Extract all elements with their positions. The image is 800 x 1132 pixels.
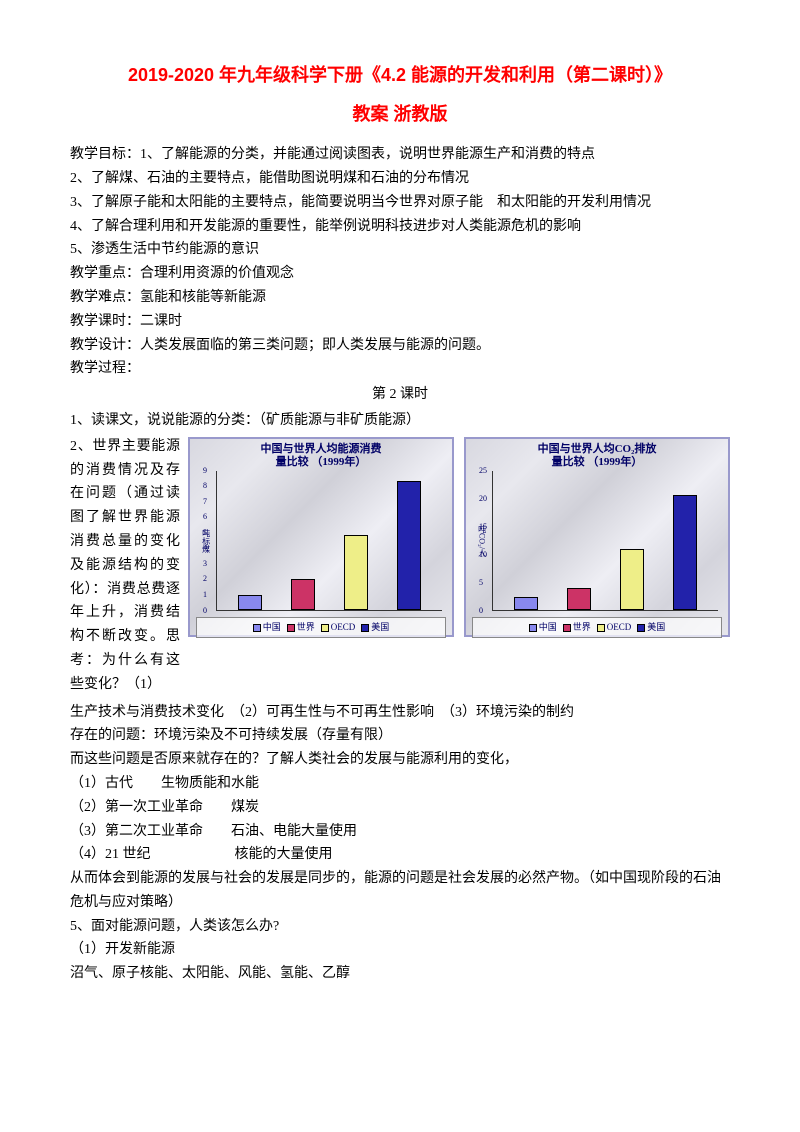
classify-line: 1、读课文，说说能源的分类：（矿质能源与非矿质能源） xyxy=(70,409,730,433)
legend-label: 中国 xyxy=(539,620,557,635)
bar-OECD xyxy=(620,549,644,611)
ytick: 15 xyxy=(479,519,487,533)
para-line: 2、了解煤、石油的主要特点，能借助图说明煤和石油的分布情况 xyxy=(70,167,730,191)
para-line: 教学目标：1、了解能源的分类，并能通过阅读图表，说明世界能源生产和消费的特点 xyxy=(70,143,730,167)
title-line-1: 2019-2020 年九年级科学下册《4.2 能源的开发和利用（第二课时）》 xyxy=(70,60,730,91)
legend-label: 美国 xyxy=(371,620,389,635)
legend-item: 世界 xyxy=(563,620,591,635)
chart2-legend: 中国 世界 OECD 美国 xyxy=(472,617,722,638)
text-charts-row: 2、世界主要能源的消费情况及存在问题（通过读图了解世界能源消费总量的变化及能源结… xyxy=(70,435,730,697)
legend-swatch xyxy=(597,624,605,632)
legend-item: OECD xyxy=(321,620,356,635)
ytick: 0 xyxy=(479,603,483,617)
legend-item: 美国 xyxy=(361,620,389,635)
charts-container: 中国与世界人均能源消费量比较 （1999年） 吨标煤 0123456789 中国… xyxy=(188,435,730,637)
bar-中国 xyxy=(514,597,538,610)
ytick: 20 xyxy=(479,491,487,505)
legend-label: 世界 xyxy=(573,620,591,635)
para-line: 教学课时：二课时 xyxy=(70,310,730,334)
chart2-title: 中国与世界人均CO₂排放量比较 （1999年） xyxy=(472,443,722,469)
body-paragraphs: 生产技术与消费技术变化 （2）可再生性与不可再生性影响 （3）环境污染的制约存在… xyxy=(70,701,730,987)
para-line: 沼气、原子核能、太阳能、风能、氢能、乙醇 xyxy=(70,962,730,986)
intro-paragraphs: 教学目标：1、了解能源的分类，并能通过阅读图表，说明世界能源生产和消费的特点2、… xyxy=(70,143,730,381)
para-line: （2）第一次工业革命 煤炭 xyxy=(70,796,730,820)
bar-世界 xyxy=(291,579,315,610)
para-line: 教学设计：人类发展面临的第三类问题；即人类发展与能源的问题。 xyxy=(70,334,730,358)
para-line: 5、渗透生活中节约能源的意识 xyxy=(70,238,730,262)
ytick: 9 xyxy=(203,463,207,477)
legend-swatch xyxy=(253,624,261,632)
legend-label: 中国 xyxy=(263,620,281,635)
ytick: 8 xyxy=(203,479,207,493)
bar-OECD xyxy=(344,535,368,610)
legend-label: 美国 xyxy=(647,620,665,635)
para-line: （1）古代 生物质能和水能 xyxy=(70,772,730,796)
ytick: 10 xyxy=(479,547,487,561)
lesson-header: 第 2 课时 xyxy=(70,383,730,407)
legend-swatch xyxy=(563,624,571,632)
legend-item: 中国 xyxy=(529,620,557,635)
para-line: 存在的问题：环境污染及不可持续发展（存量有限） xyxy=(70,724,730,748)
legend-label: OECD xyxy=(331,620,356,635)
para-line: （4）21 世纪 核能的大量使用 xyxy=(70,843,730,867)
ytick: 5 xyxy=(479,575,483,589)
ytick: 3 xyxy=(203,557,207,571)
bar-世界 xyxy=(567,588,591,610)
para-line: 而这些问题是否原来就存在的？了解人类社会的发展与能源利用的变化， xyxy=(70,748,730,772)
title-line-2: 教案 浙教版 xyxy=(70,99,730,130)
ytick: 6 xyxy=(203,510,207,524)
chart2-plot: 吨CO₂/人 0510152025 xyxy=(492,471,718,611)
chart1-title: 中国与世界人均能源消费量比较 （1999年） xyxy=(196,443,446,469)
ytick: 7 xyxy=(203,494,207,508)
para-line: 教学过程： xyxy=(70,357,730,381)
legend-swatch xyxy=(321,624,329,632)
para-line: （1）开发新能源 xyxy=(70,938,730,962)
legend-swatch xyxy=(529,624,537,632)
legend-item: 美国 xyxy=(637,620,665,635)
para-line: 4、了解合理利用和开发能源的重要性，能举例说明科技进步对人类能源危机的影响 xyxy=(70,215,730,239)
para-line: 5、面对能源问题，人类该怎么办? xyxy=(70,915,730,939)
para-line: （3）第二次工业革命 石油、电能大量使用 xyxy=(70,820,730,844)
ytick: 2 xyxy=(203,572,207,586)
ytick: 1 xyxy=(203,588,207,602)
bar-中国 xyxy=(238,595,262,611)
para-line: 生产技术与消费技术变化 （2）可再生性与不可再生性影响 （3）环境污染的制约 xyxy=(70,701,730,725)
legend-item: 中国 xyxy=(253,620,281,635)
legend-swatch xyxy=(287,624,295,632)
legend-item: OECD xyxy=(597,620,632,635)
legend-label: OECD xyxy=(607,620,632,635)
para-line: 从而体会到能源的发展与社会的发展是同步的，能源的问题是社会发展的必然产物。（如中… xyxy=(70,867,730,915)
legend-swatch xyxy=(637,624,645,632)
para-line: 教学难点：氢能和核能等新能源 xyxy=(70,286,730,310)
bar-美国 xyxy=(397,481,421,610)
chart-energy-consumption: 中国与世界人均能源消费量比较 （1999年） 吨标煤 0123456789 中国… xyxy=(188,437,454,637)
chart-co2-emission: 中国与世界人均CO₂排放量比较 （1999年） 吨CO₂/人 051015202… xyxy=(464,437,730,637)
legend-item: 世界 xyxy=(287,620,315,635)
chart1-plot: 吨标煤 0123456789 xyxy=(216,471,442,611)
ytick: 25 xyxy=(479,463,487,477)
ytick: 4 xyxy=(203,541,207,555)
chart1-legend: 中国 世界 OECD 美国 xyxy=(196,617,446,638)
ytick: 0 xyxy=(203,603,207,617)
bar-美国 xyxy=(673,495,697,610)
para-line: 教学重点：合理利用资源的价值观念 xyxy=(70,262,730,286)
legend-label: 世界 xyxy=(297,620,315,635)
wrapped-text: 2、世界主要能源的消费情况及存在问题（通过读图了解世界能源消费总量的变化及能源结… xyxy=(70,435,180,697)
ytick: 5 xyxy=(203,526,207,540)
legend-swatch xyxy=(361,624,369,632)
para-line: 3、了解原子能和太阳能的主要特点，能简要说明当今世界对原子能 和太阳能的开发利用… xyxy=(70,191,730,215)
